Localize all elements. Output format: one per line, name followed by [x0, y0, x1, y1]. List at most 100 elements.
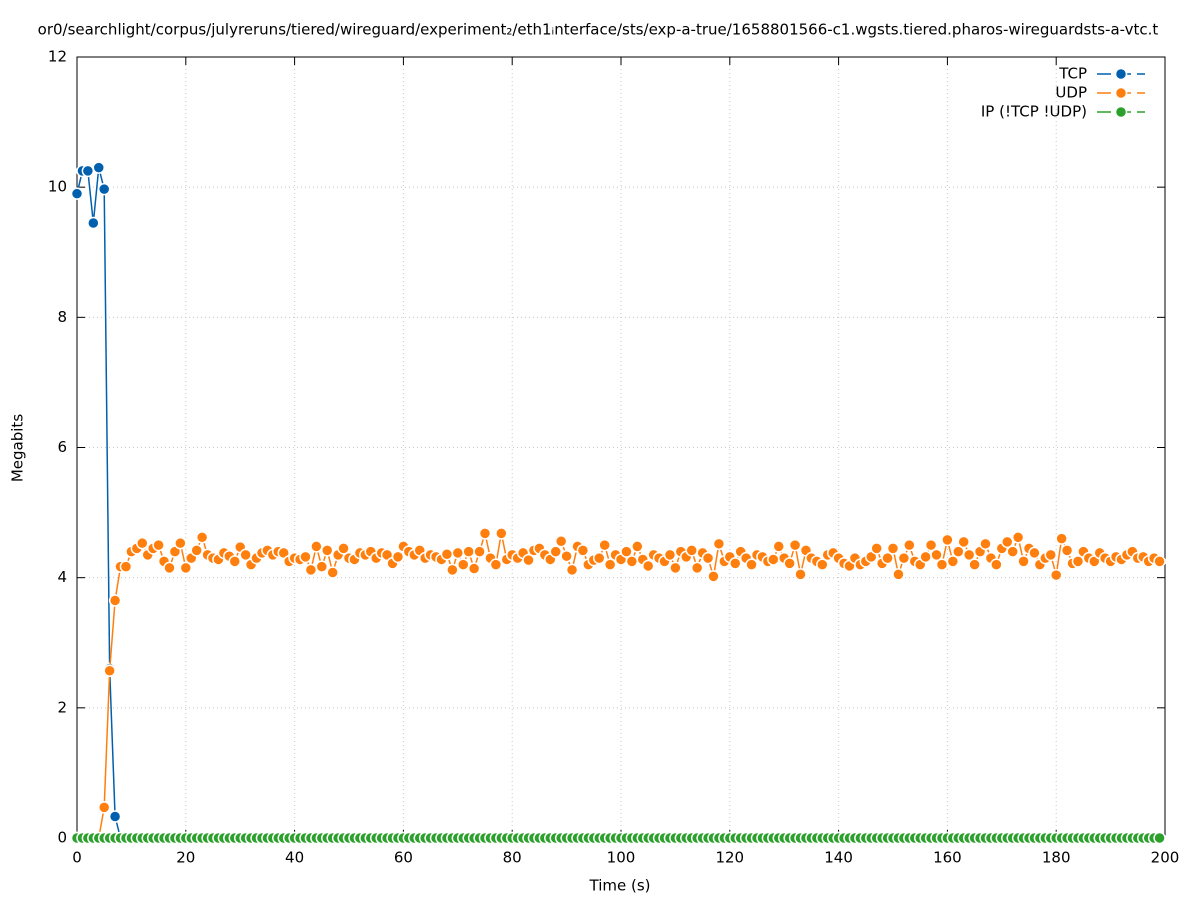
- legend-marker: [1114, 86, 1128, 100]
- data-point: [767, 553, 780, 566]
- data-point: [108, 594, 122, 607]
- chart-title: or0/searchlight/corpus/julyreruns/tiered…: [38, 21, 1159, 39]
- data-point: [554, 534, 568, 548]
- data-point: [897, 551, 911, 565]
- data-point: [886, 542, 900, 555]
- data-point: [1060, 544, 1074, 557]
- data-point: [522, 553, 535, 567]
- data-point: [97, 801, 111, 814]
- x-tick-label: 140: [824, 849, 853, 867]
- data-point: [620, 545, 633, 558]
- data-point: [930, 548, 943, 562]
- data-point: [728, 557, 742, 570]
- x-tick-label: 120: [715, 849, 744, 867]
- data-point: [97, 182, 111, 196]
- data-point: [1071, 555, 1085, 568]
- data-point: [946, 555, 960, 568]
- data-point: [690, 561, 704, 575]
- data-point: [195, 531, 209, 544]
- y-tick-label: 12: [48, 48, 67, 66]
- y-tick-label: 6: [57, 438, 67, 456]
- data-point: [391, 550, 405, 564]
- data-point: [467, 562, 481, 575]
- x-tick-label: 60: [394, 849, 413, 867]
- data-point: [603, 558, 617, 571]
- data-point: [478, 527, 492, 540]
- data-point: [462, 545, 475, 558]
- data-point: [576, 544, 590, 557]
- data-point: [592, 551, 606, 565]
- data-point: [968, 558, 981, 571]
- data-point: [446, 563, 459, 577]
- data-point: [549, 545, 562, 558]
- data-point: [70, 187, 84, 200]
- x-axis-label: Time (s): [589, 877, 651, 895]
- data-point: [1049, 568, 1063, 582]
- data-point: [152, 538, 165, 552]
- x-tick-label: 80: [503, 849, 522, 867]
- data-point: [935, 558, 949, 571]
- series-line: [76, 167, 1160, 839]
- data-point: [1153, 831, 1166, 845]
- x-tick-label: 180: [1042, 849, 1071, 867]
- data-point: [625, 555, 639, 568]
- data-point: [669, 561, 682, 575]
- x-tick-label: 100: [607, 849, 636, 867]
- data-point: [1044, 548, 1058, 562]
- data-point: [1055, 532, 1068, 545]
- data-point: [163, 561, 176, 575]
- data-point: [92, 161, 106, 174]
- data-point: [473, 545, 486, 558]
- data-point: [598, 538, 611, 552]
- data-point: [631, 540, 644, 553]
- data-point: [108, 810, 122, 823]
- x-tick-label: 160: [933, 849, 962, 867]
- legend-label: UDP: [1055, 84, 1087, 102]
- data-point: [560, 549, 573, 563]
- data-point: [707, 570, 720, 583]
- data-point: [310, 540, 323, 553]
- data-point: [892, 568, 905, 581]
- data-point: [315, 560, 329, 573]
- legend-label: TCP: [1058, 65, 1087, 83]
- y-tick-label: 10: [48, 178, 67, 196]
- x-tick-label: 40: [285, 849, 304, 867]
- data-point: [924, 538, 938, 552]
- data-point: [962, 548, 976, 562]
- data-point: [783, 557, 796, 570]
- data-point: [870, 542, 883, 555]
- data-point: [456, 558, 470, 571]
- legend-label: IP (!TCP !UDP): [981, 103, 1087, 121]
- data-point: [495, 527, 508, 540]
- data-point: [745, 558, 758, 571]
- data-point: [179, 561, 193, 575]
- data-point: [952, 545, 965, 558]
- data-point: [304, 563, 318, 577]
- data-point: [320, 544, 334, 557]
- data-point: [1006, 545, 1019, 558]
- data-point: [881, 551, 894, 565]
- data-point: [190, 544, 203, 557]
- data-point: [326, 566, 339, 579]
- x-tick-label: 0: [72, 849, 82, 867]
- series-line: [77, 530, 1160, 839]
- data-point: [440, 547, 454, 561]
- data-point: [1153, 555, 1166, 568]
- data-point: [1000, 535, 1014, 549]
- data-point: [990, 558, 1003, 571]
- data-point: [919, 550, 932, 564]
- data-point: [663, 548, 677, 562]
- data-point: [941, 533, 954, 547]
- y-tick-label: 8: [57, 308, 67, 326]
- legend-marker: [1114, 105, 1128, 119]
- data-point: [239, 548, 252, 562]
- data-point: [772, 540, 786, 553]
- x-tick-label: 200: [1151, 849, 1180, 867]
- data-point: [701, 551, 715, 565]
- data-point: [136, 536, 149, 550]
- data-point: [299, 550, 312, 564]
- y-axis-label: Megabits: [9, 414, 27, 482]
- data-point: [119, 560, 133, 573]
- data-point: [788, 538, 802, 552]
